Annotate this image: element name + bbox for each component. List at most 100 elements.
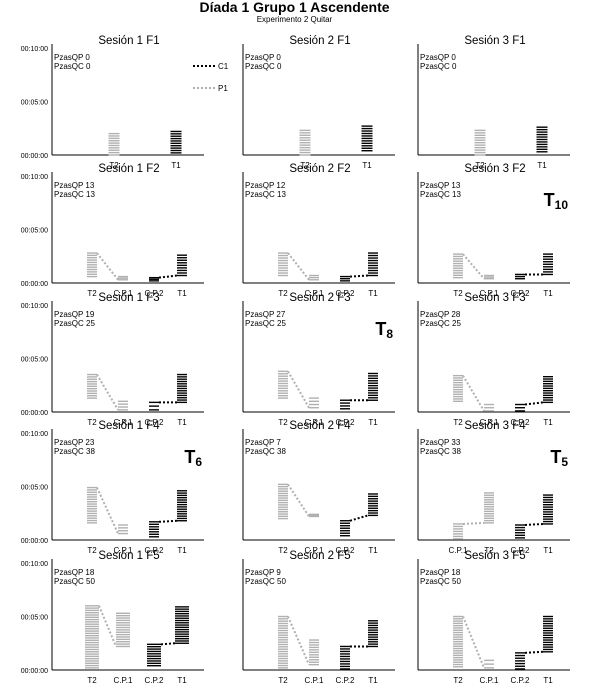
x-tick-label: T1 <box>177 289 187 298</box>
x-tick-label: T1 <box>368 418 378 427</box>
panel-title: Sesión 3 F4 <box>464 420 526 432</box>
panel-annotation: PzasQC 13 <box>245 190 286 199</box>
x-tick-label: C.P.2 <box>336 289 356 298</box>
panel-annotation: PzasQP 18 <box>54 568 95 577</box>
x-tick-label: T1 <box>543 676 553 685</box>
x-tick-label: T1 <box>543 289 553 298</box>
session-marker: T6 <box>184 447 202 469</box>
x-tick-label: T1 <box>177 546 187 555</box>
series-connector <box>462 253 485 280</box>
x-tick-label: C.P.2 <box>145 289 165 298</box>
series-connector <box>462 616 485 669</box>
series-connector <box>96 487 119 534</box>
panel-annotation: PzasQP 33 <box>420 438 461 447</box>
panel-title: Sesión 1 F3 <box>98 292 159 304</box>
series-connector <box>462 375 485 412</box>
x-tick-label: C.P.1 <box>114 546 134 555</box>
panel-annotation: PzasQP 28 <box>420 310 461 319</box>
series-connector <box>287 370 310 409</box>
legend-p1-label: P1 <box>218 84 228 93</box>
x-tick-label: C.P.2 <box>336 676 356 685</box>
session-marker: T10 <box>544 190 569 212</box>
y-tick-label: 00:10:00 <box>21 431 48 438</box>
panel-annotation: PzasQC 13 <box>54 190 95 199</box>
panel-annotation: PzasQP 23 <box>54 438 95 447</box>
x-tick-label: T2 <box>109 161 119 170</box>
panel-annotation: PzasQC 38 <box>245 447 286 456</box>
x-tick-label: T2 <box>453 676 463 685</box>
panel-annotation: PzasQC 13 <box>420 190 461 199</box>
x-tick-label: C.P.2 <box>336 418 356 427</box>
x-tick-label: T1 <box>368 289 378 298</box>
panel-annotation: PzasQC 25 <box>420 319 461 328</box>
x-tick-label: C.P.1 <box>480 289 500 298</box>
x-tick-label: C.P.1 <box>114 676 134 685</box>
y-tick-label: 00:10:00 <box>21 46 48 53</box>
y-tick-label: 00:05:00 <box>21 228 48 235</box>
x-tick-label: T2 <box>453 418 463 427</box>
x-tick-label: C.P.2 <box>511 676 531 685</box>
panel-annotation: PzasQC 38 <box>54 447 95 456</box>
x-tick-label: T2 <box>475 161 485 170</box>
page-title: Díada 1 Grupo 1 Ascendente <box>199 0 390 15</box>
x-tick-label: C.P.1 <box>305 546 325 555</box>
x-tick-label: C.P.1 <box>305 289 325 298</box>
panel-annotation: PzasQP 19 <box>54 310 95 319</box>
panel-annotation: PzasQC 50 <box>54 577 95 586</box>
x-tick-label: C.P.2 <box>511 546 531 555</box>
series-connector <box>287 616 310 666</box>
panel-annotation: PzasQP 13 <box>420 181 461 190</box>
y-tick-label: 00:00:00 <box>21 668 48 675</box>
y-tick-label: 00:10:00 <box>21 303 48 310</box>
series-connector <box>287 252 310 281</box>
x-tick-label: C.P.2 <box>511 418 531 427</box>
x-tick-label: C.P.1 <box>480 676 500 685</box>
x-tick-label: C.P.2 <box>145 546 165 555</box>
y-tick-label: 00:05:00 <box>21 615 48 622</box>
panel-title: Sesión 2 F4 <box>289 420 351 432</box>
x-tick-label: T1 <box>543 418 553 427</box>
x-tick-label: T1 <box>177 418 187 427</box>
x-tick-label: T2 <box>278 289 288 298</box>
x-tick-label: C.P.1 <box>114 418 134 427</box>
x-tick-label: T1 <box>177 676 187 685</box>
panel-annotation: PzasQP 0 <box>245 53 281 62</box>
session-marker: T8 <box>375 319 393 341</box>
panel-annotation: PzasQP 27 <box>245 310 286 319</box>
panel-title: Sesión 3 F1 <box>464 35 525 47</box>
x-tick-label: T2 <box>484 546 494 555</box>
panel-annotation: PzasQP 18 <box>420 568 461 577</box>
y-tick-label: 00:05:00 <box>21 485 48 492</box>
series-connector <box>98 605 117 647</box>
x-tick-label: T2 <box>87 418 97 427</box>
panel-title: Sesión 2 F3 <box>289 292 350 304</box>
x-tick-label: T1 <box>362 161 372 170</box>
series-connector <box>524 650 544 654</box>
panel-annotation: PzasQC 0 <box>420 62 457 71</box>
panel-title: Sesión 3 F2 <box>464 163 525 175</box>
panel-annotation: PzasQC 0 <box>54 62 91 71</box>
y-tick-label: 00:05:00 <box>21 357 48 364</box>
x-tick-label: T1 <box>368 546 378 555</box>
y-tick-label: 00:05:00 <box>21 100 48 107</box>
series-connector <box>287 483 310 518</box>
x-tick-label: C.P.2 <box>336 546 356 555</box>
x-tick-label: T2 <box>87 546 97 555</box>
x-tick-label: C.P.1 <box>480 418 500 427</box>
panel-annotation: PzasQP 0 <box>420 53 456 62</box>
panel-title: Sesión 3 F5 <box>464 550 525 562</box>
x-tick-label: T1 <box>537 161 547 170</box>
series-connector <box>524 401 544 406</box>
x-tick-label: T1 <box>171 161 181 170</box>
x-tick-label: T2 <box>87 289 97 298</box>
